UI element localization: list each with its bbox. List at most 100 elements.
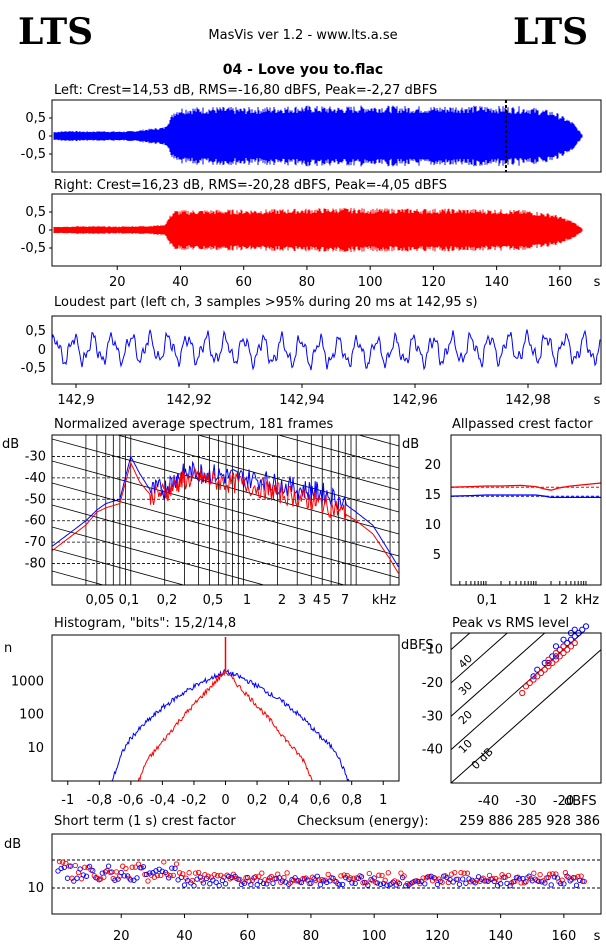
y-tick-label: 0,5 (25, 324, 46, 339)
x-tick-label: 120 (425, 929, 450, 944)
right-crest-point (366, 870, 372, 877)
diagonal-line (116, 435, 399, 513)
right-crest-point (581, 878, 587, 885)
left-crest-point (159, 868, 165, 874)
histogram-ylabel: n (4, 641, 12, 656)
x-tick-label: 142,92 (166, 393, 212, 408)
loudest-part-panel: 0,5 0 -0,5 142,9 142,92 142,94 142,96 142,98 s (21, 315, 602, 408)
right-spectrum-line (51, 461, 399, 574)
right-crest-point (252, 874, 259, 880)
right-crest-point (401, 873, 407, 879)
left-crest-point (396, 880, 403, 887)
x-tick-label: 0,05 (86, 593, 115, 608)
left-point (549, 653, 556, 660)
x-tick-label: 140 (488, 929, 513, 944)
diagonal-line (52, 307, 399, 402)
x-tick-label: -20 (553, 794, 574, 809)
plot-frame (450, 632, 602, 784)
histogram-panel: 1000 100 10 -1 -0,8 -0,6 -0,4 -0,2 0 0,2 0,4 0,6 0,8… (11, 634, 400, 808)
right-crest-point (101, 874, 107, 880)
right-crest-point (452, 869, 458, 876)
right-crest-point (154, 872, 161, 879)
right-point (537, 669, 545, 677)
left-crest-point (55, 868, 61, 874)
right-crest-point (316, 877, 322, 883)
left-crest-point (428, 873, 434, 879)
diagonal-line (276, 435, 399, 469)
left-crest-point (83, 873, 90, 879)
left-crest-point (118, 869, 124, 876)
right-crest-point (259, 870, 265, 876)
right-crest-point (350, 875, 357, 881)
diagonal-line (52, 263, 399, 358)
x-unit-label: s (594, 275, 601, 290)
right-crest-point (192, 870, 199, 876)
diagonal-label: 40 (456, 652, 475, 671)
diagonal-lines (52, 263, 399, 585)
right-point (545, 656, 552, 663)
x-tick-label: 142,98 (505, 393, 551, 408)
right-crest-point (161, 859, 167, 865)
right-point (530, 676, 537, 683)
left-crest-line (450, 494, 601, 499)
crest-diagonals (451, 633, 601, 783)
left-crest-point (567, 878, 573, 884)
y-tick-label: -70 (25, 535, 46, 550)
plot-frame (51, 315, 602, 385)
x-tick-label: 142,94 (279, 393, 325, 408)
diagonal-line (52, 329, 399, 424)
spectrum-ylabel: dB (2, 437, 19, 452)
left-crest-point (222, 881, 229, 887)
left-waveform-title: Left: Crest=14,53 dB, RMS=-16,80 dBFS, P… (54, 83, 437, 98)
plot-frame (51, 833, 602, 915)
x-tick-label: 20 (109, 275, 126, 290)
right-point (564, 646, 571, 653)
y-tick-label: 100 (19, 708, 44, 723)
peak-rms-ylabel: dBFS (401, 638, 434, 653)
right-point (526, 679, 533, 687)
right-crest-point (537, 871, 543, 878)
right-crest-point (123, 865, 129, 872)
loudest-part-title: Loudest part (left ch, 3 samples >95% du… (54, 295, 478, 310)
left-crest-point (241, 880, 248, 886)
diagonal-line (52, 548, 186, 585)
x-tick-label: 160 (551, 929, 576, 944)
left-crest-point (74, 875, 80, 881)
right-point (571, 639, 578, 647)
left-crest-point (134, 875, 140, 881)
right-crest-point (214, 873, 221, 879)
right-crest-point (433, 876, 439, 882)
x-tick-label: 120 (421, 275, 446, 290)
left-crest-point (115, 876, 121, 882)
allpassed-ylabel: dB (402, 437, 419, 452)
y-tick-label: -10 (422, 643, 443, 658)
y-tick-label: -30 (422, 709, 443, 724)
x-tick-label: 0,4 (278, 793, 299, 808)
right-crest-point (129, 864, 135, 870)
x-tick-label: -1 (61, 793, 74, 808)
y-tick-label: -60 (25, 514, 46, 529)
right-crest-point (385, 870, 391, 876)
left-crest-point (58, 865, 64, 872)
loudest-trace (51, 329, 601, 371)
x-tick-label: -40 (478, 794, 499, 809)
y-tick-label: -30 (25, 449, 46, 464)
left-crest-point (181, 882, 188, 888)
right-crest-point (531, 870, 537, 876)
x-unit-label: kHz (575, 593, 599, 608)
left-crest-point (336, 881, 343, 888)
right-point (549, 659, 556, 667)
diagonal-line (52, 504, 346, 585)
left-crest-point (175, 877, 181, 883)
left-crest-point (64, 875, 71, 881)
x-tick-label: 4 (313, 593, 321, 608)
right-crest-point (461, 870, 467, 876)
right-point (552, 656, 560, 663)
right-crest-point (180, 871, 186, 877)
left-point (545, 659, 552, 667)
x-tick-label: 0,2 (157, 593, 178, 608)
right-crest-point (265, 877, 271, 884)
right-crest-point (158, 872, 164, 879)
left-crest-point (128, 877, 134, 883)
